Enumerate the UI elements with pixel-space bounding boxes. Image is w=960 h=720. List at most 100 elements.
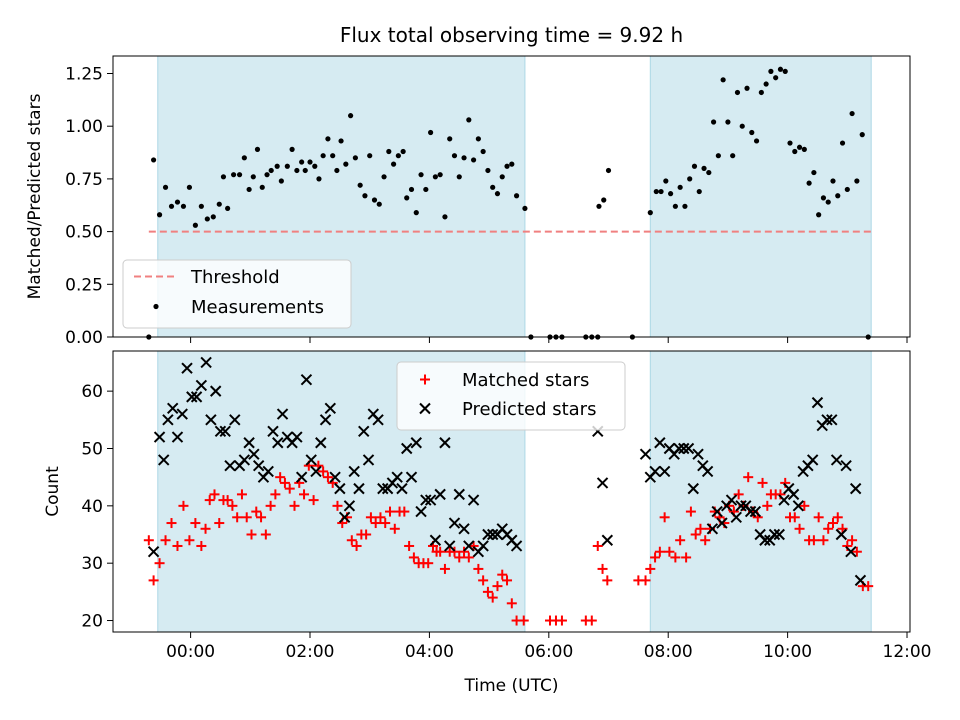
measurement-point [241,155,247,161]
measurement-point [186,184,193,190]
predicted-point [401,442,413,455]
predicted-point-b [458,523,470,535]
predicted-point-b [463,540,475,552]
predicted-point-b [673,442,685,455]
measurement-point [730,153,736,159]
matched-point [823,523,834,534]
y-tick-label: 0.00 [65,328,103,348]
predicted-point [248,448,260,460]
measurement-point [278,178,284,184]
legend-predicted-marker [419,402,431,415]
measurement-point [647,210,653,216]
predicted-point-b [639,448,652,460]
measurement-point [352,155,358,161]
measurement-point [806,180,812,186]
predicted-point-b [186,391,198,403]
predicted-point [439,437,451,449]
matched-point [685,506,696,517]
measurement-point [408,186,415,193]
matched-point [351,540,362,551]
measurement-point [696,188,702,195]
predicted-point [826,414,838,426]
matched-point [454,552,465,563]
predicted-point [338,511,351,524]
measurement-point [773,75,779,81]
predicted-point [166,402,179,415]
y-tick-label: 0.75 [65,170,103,190]
measurement-point [677,184,683,190]
measurement-point [816,212,822,218]
predicted-point [410,437,422,449]
matched-point [365,512,376,523]
predicted-point-b [310,465,322,478]
measurement-point [371,197,378,203]
matched-point [222,495,233,506]
predicted-point-b [305,454,317,466]
matched-point [681,552,692,563]
matched-point [435,546,446,557]
predicted-point-b [811,396,824,409]
matched-point [346,535,357,546]
measurement-point [601,197,607,203]
predicted-point-b [740,500,752,512]
predicted-point-b [830,454,843,466]
measurement-point [156,212,163,218]
predicted-point [415,505,427,518]
predicted-point [649,465,661,478]
predicted-point-b [147,546,160,558]
predicted-point-b [200,356,212,369]
measurement-point [605,167,612,174]
measurement-point [390,161,397,167]
measurement-point [254,146,261,152]
predicted-point-b [434,488,446,501]
predicted-point [735,500,747,512]
predicted-point-b [730,511,742,524]
predicted-point-b [654,437,666,449]
y-tick-label: 0.50 [65,223,103,243]
predicted-point-b [835,528,848,541]
predicted-point [147,546,160,558]
predicted-point-b [295,471,308,483]
predicted-point-b [687,482,699,495]
measurement-point [825,199,831,205]
matched-point [423,558,434,569]
measurement-point [259,184,265,190]
legend-measurements-swatch [153,303,159,310]
predicted-point-b [276,408,289,420]
measurement-point [338,138,344,144]
predicted-point [276,408,289,420]
matched-point [468,540,479,551]
matched-point [148,575,159,586]
y-tick-label: 30 [81,554,103,574]
y-tick-label: 1.00 [65,117,103,137]
predicted-point-b [252,459,265,472]
predicted-point-b [315,437,327,449]
predicted-point-b [778,494,790,506]
predicted-point [391,471,403,483]
measurement-point [432,174,438,180]
matched-point [227,500,238,511]
matched-point [172,540,183,551]
predicted-point [601,534,614,546]
predicted-point-b [291,431,303,443]
top-panel: 0.00 0.25 0.50 0.75 1.00 1.25 Flux total obse… [25,23,911,348]
predicted-point-b [601,534,614,546]
bottom-x-ticks: 00:00 02:00 04:00 06:00 08:00 10:00 12:00 [166,632,932,662]
predicted-point-b [229,414,241,426]
predicted-point [482,528,494,541]
legend-predicted-marker-b [419,402,431,415]
measurement-point [763,81,769,87]
bottom-axes-frame [112,350,911,633]
predicted-point-b [372,414,384,426]
matched-point [204,495,215,506]
matched-point [184,535,195,546]
predicted-point [305,454,317,466]
predicted-point-b [682,442,695,455]
measurement-point [844,186,850,193]
predicted-point-b [334,482,346,495]
predicted-point-b [706,523,719,535]
measurement-point [801,146,807,152]
predicted-point [730,511,742,524]
matched-point [154,558,165,569]
predicted-point-b [391,471,403,483]
